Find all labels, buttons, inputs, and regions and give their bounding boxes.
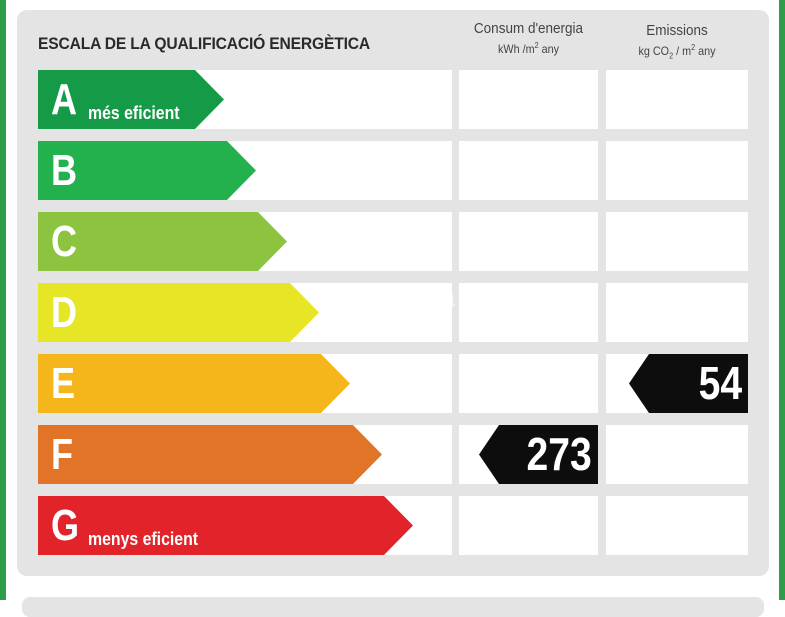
left-frame-bar <box>0 0 6 600</box>
rating-row-d: D <box>0 283 785 342</box>
class-letter: E <box>51 359 76 408</box>
emissions-title: Emissions <box>646 22 708 39</box>
rating-row-c: C <box>0 212 785 271</box>
consumption-value: 273 <box>526 428 592 480</box>
class-arrow-d: D <box>38 283 319 342</box>
consumption-unit: kWh /m2 any <box>497 41 560 56</box>
rating-row-g: G menys eficient <box>0 496 785 555</box>
consumption-rating-badge: 273 <box>479 425 598 484</box>
class-letter: G <box>51 501 80 550</box>
rating-row-f: F 273 <box>0 425 785 484</box>
class-letter: A <box>51 75 78 124</box>
emissions-rating-badge: 54 <box>629 354 748 413</box>
class-arrow-c: C <box>38 212 287 271</box>
emissions-cell <box>606 141 748 200</box>
emissions-header: Emissions kg CO2 / m2 any <box>606 22 748 60</box>
consumption-title: Consum d'energia <box>473 20 584 37</box>
consumption-cell <box>459 141 598 200</box>
class-caption: menys eficient <box>88 529 199 549</box>
consumption-cell <box>459 283 598 342</box>
class-letter: C <box>51 217 78 266</box>
consumption-cell <box>459 70 598 129</box>
emissions-value: 54 <box>698 357 742 409</box>
consumption-cell <box>459 212 598 271</box>
class-arrow-f: F <box>38 425 382 484</box>
class-arrow-b: B <box>38 141 256 200</box>
emissions-cell <box>606 496 748 555</box>
rating-row-b: B <box>0 141 785 200</box>
right-frame-bar <box>779 0 785 600</box>
next-card-edge <box>22 597 764 617</box>
class-letter: D <box>51 288 78 337</box>
emissions-cell <box>606 283 748 342</box>
emissions-cell <box>606 425 748 484</box>
emissions-cell <box>606 70 748 129</box>
emissions-unit: kg CO2 / m2 any <box>638 43 716 61</box>
scale-title: ESCALA DE LA QUALIFICACIÓ ENERGÈTICA <box>38 34 370 53</box>
watermark-logo: habitaclia <box>326 282 456 312</box>
class-arrow-g: G menys eficient <box>38 496 413 555</box>
class-arrow-e: E <box>38 354 350 413</box>
class-letter: B <box>51 146 78 195</box>
rating-row-a: A més eficient <box>0 70 785 129</box>
consumption-cell <box>459 354 598 413</box>
class-letter: F <box>51 430 74 479</box>
class-arrow-a: A més eficient <box>38 70 224 129</box>
rating-row-e: E 54 <box>0 354 785 413</box>
emissions-cell <box>606 212 748 271</box>
class-caption: més eficient <box>88 103 180 123</box>
consumption-cell <box>459 496 598 555</box>
consumption-header: Consum d'energia kWh /m2 any <box>459 20 598 56</box>
